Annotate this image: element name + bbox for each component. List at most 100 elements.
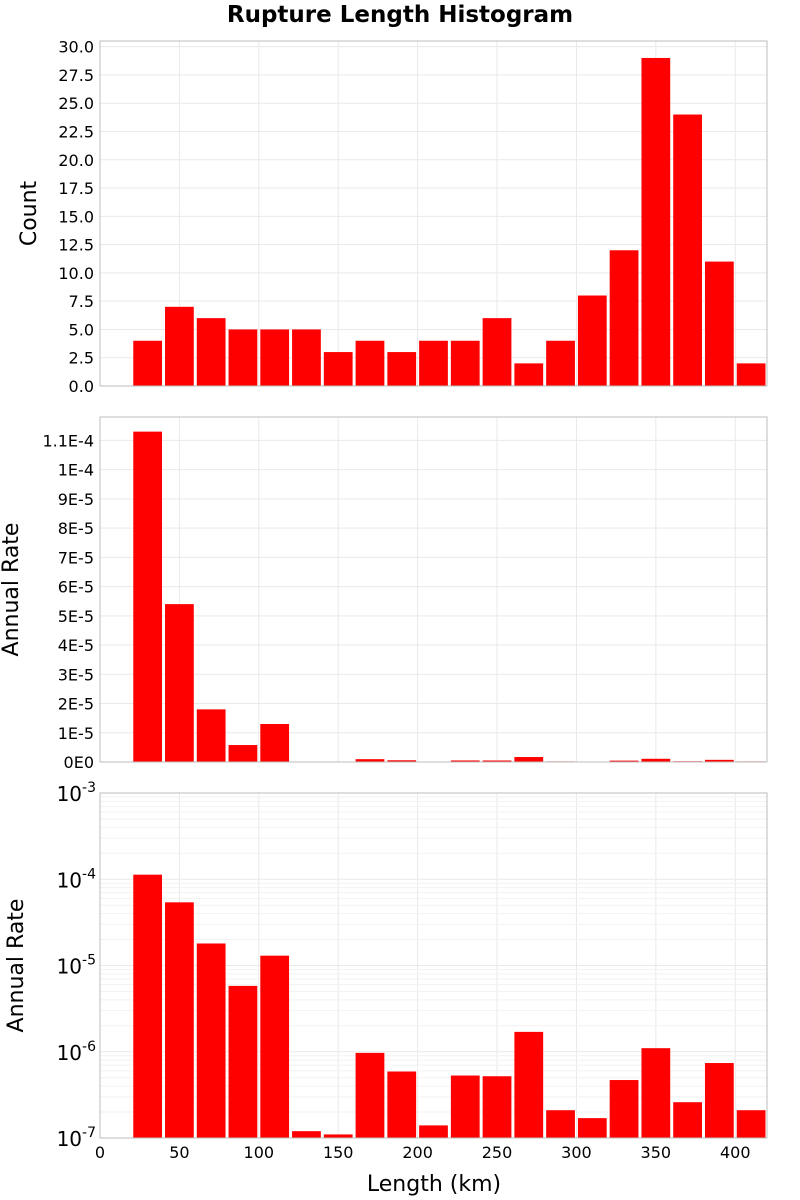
panel-3: 10-7 10-6 10-5 10-4 10-3 Annual Rate 0 50 100 150… [4, 780, 768, 1162]
histogram-bar [482, 318, 512, 386]
histogram-bar [355, 1052, 385, 1138]
histogram-bar [514, 1031, 544, 1138]
y-axis-label: Count [17, 180, 42, 246]
histogram-bar [419, 340, 448, 386]
histogram-bar [450, 760, 480, 762]
histogram-bar [609, 1080, 639, 1138]
y-tick-label: 10.0 [58, 264, 94, 283]
histogram-bar [260, 955, 290, 1138]
x-tick-label: 250 [482, 1143, 513, 1162]
histogram-bar [704, 759, 734, 762]
x-tick-label: 350 [641, 1143, 672, 1162]
histogram-bar [609, 760, 639, 762]
histogram-bar [196, 709, 226, 762]
histogram-bar [387, 760, 417, 762]
plot-frame [99, 416, 768, 763]
histogram-bar [673, 1102, 702, 1138]
x-tick-labels: 0 50 100 150 200 250 300 350 400 [95, 1143, 751, 1162]
histogram-bar [736, 363, 766, 386]
chart-title: Rupture Length Histogram [227, 2, 573, 28]
panel-1-y-tick-labels: 0.0 2.5 5.0 7.5 10.0 12.5 15.0 17.5 20.0 22.5 25.0… [58, 38, 94, 396]
y-tick-label: 20.0 [58, 151, 94, 170]
histogram-bar [577, 295, 607, 386]
histogram-bar [514, 363, 544, 386]
histogram-bar [323, 1134, 353, 1138]
y-tick-label: 3E-5 [58, 665, 94, 684]
x-axis-label: Length (km) [367, 1172, 501, 1197]
y-tick-label: 5.0 [69, 320, 94, 339]
y-axis-label: Annual Rate [0, 523, 24, 657]
y-tick-label: 30.0 [58, 38, 94, 57]
histogram-bar [482, 760, 512, 762]
histogram-bar [133, 874, 163, 1138]
y-tick-label: 17.5 [58, 179, 94, 198]
plot-frame [99, 40, 768, 387]
histogram-bar [196, 318, 226, 386]
histogram-bar [355, 759, 385, 762]
panel-2-y-tick-labels: 0E0 1E-5 2E-5 3E-5 4E-5 5E-5 6E-5 7E-5 8E-5 9E-5 1… [42, 431, 94, 772]
histogram-bar [514, 757, 544, 762]
x-tick-label: 100 [244, 1143, 275, 1162]
y-tick-label: 25.0 [58, 94, 94, 113]
y-tick-label: 2E-5 [58, 695, 94, 714]
panel-1: 0.0 2.5 5.0 7.5 10.0 12.5 15.0 17.5 20.0 22.5 25.0… [17, 38, 768, 396]
histogram-bar [292, 329, 321, 386]
y-tick-label: 0E0 [64, 753, 94, 772]
panel-3-bars [133, 874, 766, 1138]
y-tick-label: 10-3 [57, 780, 96, 806]
histogram-bar [260, 329, 290, 386]
histogram-bar [355, 340, 385, 386]
y-tick-label: 15.0 [58, 207, 94, 226]
histogram-bar [641, 758, 671, 762]
histogram-bar [260, 723, 290, 762]
y-tick-label: 1.1E-4 [42, 431, 94, 450]
histogram-bar [165, 306, 194, 386]
histogram-bar [292, 1131, 321, 1138]
histogram-bar [546, 340, 575, 386]
histogram-bar [704, 261, 734, 386]
y-tick-label: 10-4 [57, 866, 97, 892]
y-tick-label: 5E-5 [58, 607, 94, 626]
histogram-bar [228, 985, 258, 1138]
histogram-bar [196, 943, 226, 1138]
y-axis-label: Annual Rate [4, 899, 29, 1033]
x-tick-label: 200 [402, 1143, 433, 1162]
histogram-bar [546, 1110, 575, 1138]
histogram-bar [419, 1125, 448, 1138]
y-tick-label: 22.5 [58, 122, 94, 141]
x-tick-label: 400 [720, 1143, 751, 1162]
histogram-bar [165, 604, 194, 762]
histogram-bar [704, 1063, 734, 1138]
y-tick-label: 1E-5 [58, 724, 94, 743]
y-tick-label: 12.5 [58, 236, 94, 255]
histogram-bar [482, 1076, 512, 1138]
histogram-bar [736, 1110, 766, 1138]
histogram-bar [165, 902, 194, 1138]
panel-3-y-tick-labels: 10-7 10-6 10-5 10-4 10-3 [57, 780, 97, 1151]
histogram-bar [641, 1048, 671, 1138]
y-tick-label: 10-6 [57, 1039, 97, 1065]
histogram-bar [450, 340, 480, 386]
y-tick-label: 9E-5 [58, 490, 94, 509]
x-tick-label: 150 [323, 1143, 354, 1162]
histogram-bar [228, 329, 258, 386]
y-tick-label: 1E-4 [58, 461, 94, 480]
histogram-bar [133, 431, 163, 762]
y-tick-label: 8E-5 [58, 519, 94, 538]
histogram-bar [133, 340, 163, 386]
histogram-bar [577, 1118, 607, 1138]
y-tick-label: 0.0 [69, 377, 94, 396]
y-tick-label: 27.5 [58, 66, 94, 85]
panel-2: 0E0 1E-5 2E-5 3E-5 4E-5 5E-5 6E-5 7E-5 8E-5 9E-5 1… [0, 416, 768, 772]
y-tick-label: 2.5 [69, 349, 94, 368]
y-tick-label: 4E-5 [58, 636, 94, 655]
panel-1-bars [133, 57, 766, 386]
panels-layer: 0.0 2.5 5.0 7.5 10.0 12.5 15.0 17.5 20.0 22.5 25.0… [0, 38, 768, 1162]
histogram-bar [228, 745, 258, 762]
x-tick-label: 50 [169, 1143, 189, 1162]
histogram-bar [387, 352, 417, 386]
histogram-bar [673, 114, 702, 386]
histogram-bar [450, 1075, 480, 1138]
y-tick-label: 10-5 [57, 953, 96, 979]
